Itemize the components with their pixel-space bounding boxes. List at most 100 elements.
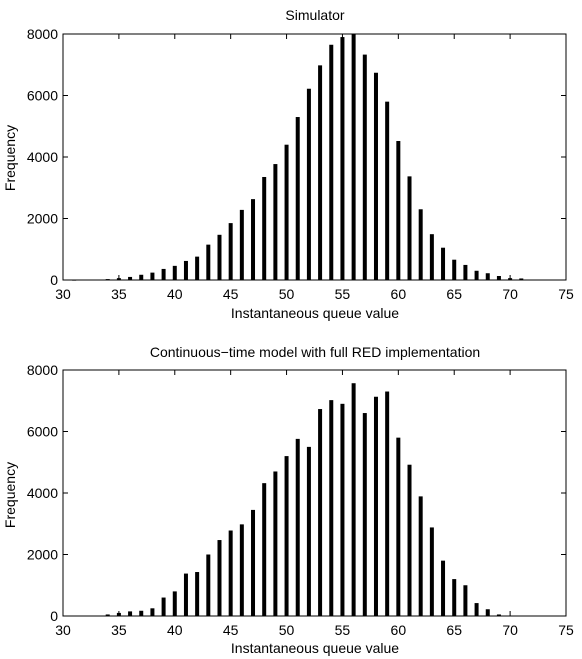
- bar: [139, 610, 144, 616]
- bar: [452, 579, 457, 616]
- y-tick-label: 0: [50, 272, 58, 288]
- bar: [139, 274, 144, 280]
- bar: [183, 573, 188, 616]
- bar: [385, 101, 390, 281]
- x-tick-label: 40: [167, 622, 183, 638]
- bar: [351, 383, 356, 616]
- bar: [496, 276, 501, 280]
- bar: [474, 270, 479, 280]
- bar: [519, 278, 524, 280]
- bar: [306, 446, 311, 617]
- bar: [351, 34, 356, 280]
- y-tick-label: 2000: [27, 547, 58, 563]
- bar: [105, 614, 110, 616]
- bar: [496, 614, 501, 616]
- x-tick-label: 60: [391, 622, 407, 638]
- bar: [239, 209, 244, 280]
- bar: [362, 54, 367, 280]
- plot-frame: [62, 369, 567, 617]
- bar: [452, 259, 457, 280]
- x-tick-label: 75: [558, 286, 574, 302]
- bar: [463, 585, 468, 616]
- x-tick-label: 55: [335, 622, 351, 638]
- bar: [251, 509, 256, 616]
- x-tick-label: 40: [167, 286, 183, 302]
- bar: [251, 199, 256, 280]
- bar: [396, 141, 401, 280]
- bar: [340, 403, 345, 616]
- chart-title: Continuous−time model with full RED impl…: [150, 344, 480, 360]
- bar: [161, 597, 166, 616]
- x-tick-label: 50: [279, 286, 295, 302]
- y-tick-label: 6000: [27, 424, 58, 440]
- bar: [396, 437, 401, 616]
- bar: [329, 44, 334, 281]
- bar: [128, 276, 133, 280]
- bar: [262, 483, 267, 616]
- bar: [128, 611, 133, 616]
- bar: [284, 456, 289, 616]
- x-tick-label: 65: [446, 622, 462, 638]
- bar: [284, 144, 289, 280]
- bar: [418, 496, 423, 616]
- x-tick-label: 70: [502, 286, 518, 302]
- bar: [217, 540, 222, 616]
- x-tick-label: 45: [223, 622, 239, 638]
- x-tick-label: 55: [335, 286, 351, 302]
- bar: [340, 37, 345, 280]
- chart-continuous-time-model: Continuous−time model with full RED impl…: [2, 344, 574, 656]
- y-tick-label: 8000: [27, 26, 58, 42]
- bar: [228, 530, 233, 616]
- x-axis-label: Instantaneous queue value: [231, 305, 399, 321]
- y-axis-label: Frequency: [2, 125, 18, 191]
- bar: [441, 247, 446, 280]
- bar: [318, 409, 323, 616]
- y-axis-label: Frequency: [2, 462, 18, 528]
- x-axis-ticks: 30 35 40 45 50 55 60 65 70 75: [55, 34, 574, 302]
- bar: [463, 264, 468, 280]
- bar: [295, 438, 300, 616]
- bar: [206, 554, 211, 616]
- bar: [195, 256, 200, 280]
- bar: [239, 524, 244, 616]
- bar: [262, 176, 267, 280]
- bar: [485, 273, 490, 280]
- chart-simulator: Simulator 30 35 40 45 50 55 60 65 70 75 0 2000 4000…: [2, 7, 574, 321]
- bar: [407, 176, 412, 280]
- chart-title: Simulator: [285, 7, 344, 23]
- bar-series: [105, 383, 501, 617]
- bar: [273, 164, 278, 280]
- bar: [195, 572, 200, 616]
- y-tick-label: 4000: [27, 485, 58, 501]
- bar: [474, 603, 479, 616]
- x-tick-label: 45: [223, 286, 239, 302]
- bar: [306, 88, 311, 281]
- bar: [206, 244, 211, 280]
- x-tick-label: 30: [55, 286, 71, 302]
- y-axis-ticks: 0 2000 4000 6000 8000: [27, 362, 566, 624]
- bar: [385, 391, 390, 616]
- x-tick-label: 35: [111, 286, 127, 302]
- x-tick-label: 30: [55, 622, 71, 638]
- bar: [329, 400, 334, 616]
- x-tick-label: 60: [391, 286, 407, 302]
- x-axis-ticks: 30 35 40 45 50 55 60 65 70 75: [55, 370, 574, 638]
- x-tick-label: 35: [111, 622, 127, 638]
- x-tick-label: 50: [279, 622, 295, 638]
- bar: [418, 209, 423, 280]
- bar: [485, 609, 490, 616]
- plot-frame: [62, 33, 567, 281]
- bar: [373, 396, 378, 616]
- bar: [217, 234, 222, 280]
- bar: [161, 268, 166, 280]
- x-tick-label: 75: [558, 622, 574, 638]
- bar: [318, 65, 323, 280]
- bar: [429, 234, 434, 280]
- bar: [172, 265, 177, 280]
- x-tick-label: 65: [446, 286, 462, 302]
- y-tick-label: 0: [50, 608, 58, 624]
- bar: [429, 527, 434, 616]
- y-tick-label: 4000: [27, 149, 58, 165]
- x-axis-label: Instantaneous queue value: [231, 640, 399, 656]
